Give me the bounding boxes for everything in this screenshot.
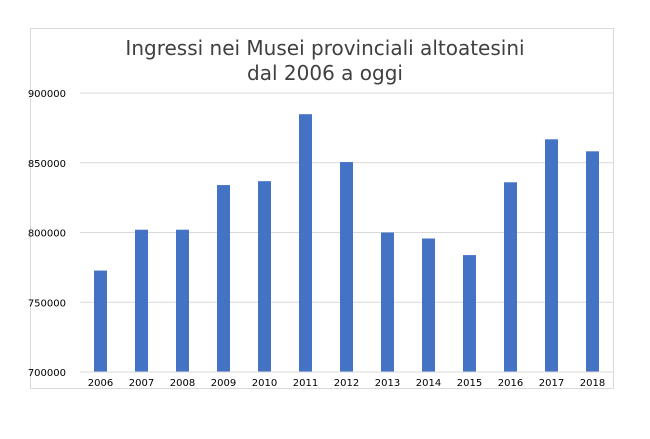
bar [504,182,517,372]
bar [340,162,353,372]
x-tick-label: 2010 [252,378,277,389]
x-tick-label: 2017 [539,378,564,389]
bar [135,229,148,372]
x-tick-label: 2008 [170,378,195,389]
bar [94,270,107,372]
x-tick-label: 2011 [293,378,318,389]
x-tick-label: 2009 [211,378,236,389]
x-tick-label: 2013 [375,378,400,389]
y-tick-label: 800000 [28,229,66,240]
bar [586,151,599,372]
y-tick-label: 750000 [28,298,66,309]
x-tick-label: 2016 [498,378,523,389]
x-tick-label: 2018 [580,378,605,389]
y-tick-label: 900000 [28,89,66,100]
chart-title-line-1: Ingressi nei Musei provinciali altoatesi… [125,36,525,60]
x-tick-label: 2015 [457,378,482,389]
y-tick-label: 850000 [28,159,66,170]
y-tick-label: 700000 [28,368,66,379]
bar [463,255,476,372]
x-tick-label: 2014 [416,378,441,389]
bar [176,229,189,372]
bar [299,114,312,372]
bar [381,232,394,372]
bar [217,185,230,372]
x-tick-label: 2007 [129,378,154,389]
bar [545,139,558,372]
bar [422,238,435,372]
x-tick-label: 2006 [88,378,113,389]
chart-title-line-2: dal 2006 a oggi [247,61,403,85]
x-tick-label: 2012 [334,378,359,389]
bar [258,181,271,372]
chart-title: Ingressi nei Musei provinciali altoatesi… [0,36,650,86]
